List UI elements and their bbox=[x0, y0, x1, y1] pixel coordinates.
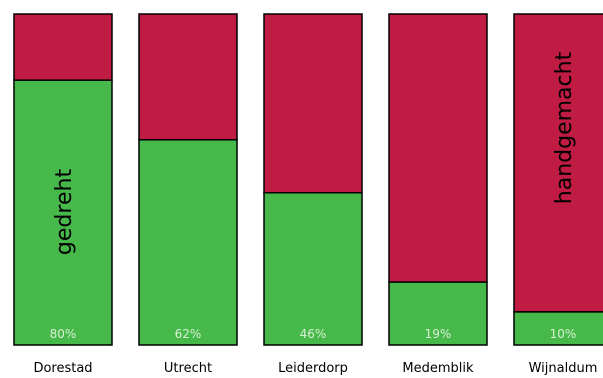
bar-segment-gedreht-leiderdorp bbox=[263, 191, 363, 346]
series-label-gedreht: gedreht bbox=[52, 169, 77, 256]
bar-segment-gedreht-dorestad bbox=[13, 79, 113, 346]
category-label-dorestad: Dorestad bbox=[33, 361, 92, 376]
bar-segment-handgemacht-utrecht bbox=[138, 13, 238, 141]
data-label-leiderdorp: 46% bbox=[300, 327, 327, 341]
category-label-medemblik: Medemblik bbox=[402, 361, 474, 376]
data-label-medemblik: 19% bbox=[425, 327, 452, 341]
bar-segment-handgemacht-leiderdorp bbox=[263, 13, 363, 194]
category-label-leiderdorp: Leiderdorp bbox=[278, 361, 348, 376]
category-label-utrecht: Utrecht bbox=[164, 361, 212, 376]
bars-group bbox=[13, 13, 603, 346]
bar-segment-gedreht-utrecht bbox=[138, 139, 238, 346]
bar-segment-gedreht-medemblik bbox=[388, 281, 488, 346]
series-label-handgemacht: handgemacht bbox=[552, 51, 577, 204]
data-label-utrecht: 62% bbox=[175, 327, 202, 341]
bar-segment-handgemacht-dorestad bbox=[13, 13, 113, 81]
data-label-wijnaldum: 10% bbox=[550, 327, 577, 341]
category-label-wijnaldum: Wijnaldum bbox=[529, 361, 598, 376]
labels-group: 80% Dorestad 62% Utrecht 46% Leiderdorp 19% Med… bbox=[33, 327, 597, 376]
data-label-dorestad: 80% bbox=[50, 327, 77, 341]
bar-segment-handgemacht-medemblik bbox=[388, 13, 488, 283]
bar-segment-gedreht-wijnaldum bbox=[513, 311, 603, 346]
